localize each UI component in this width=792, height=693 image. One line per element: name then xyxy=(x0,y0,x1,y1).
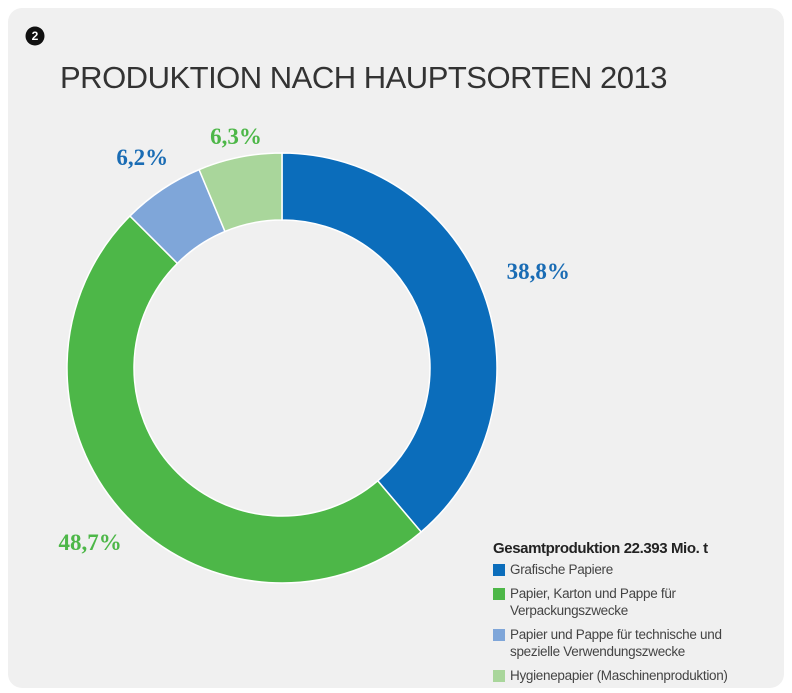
data-label: 6,3% xyxy=(210,124,262,149)
legend-item: Hygienepapier (Maschinenproduktion) xyxy=(493,667,755,684)
legend-swatch xyxy=(493,629,505,641)
legend-swatch xyxy=(493,670,505,682)
legend-label: Papier, Karton und Pappe für Verpackungs… xyxy=(510,586,676,618)
donut-segment xyxy=(198,152,283,233)
data-label: 6,2% xyxy=(116,145,168,170)
chart-title: PRODUKTION NACH HAUPTSORTEN 2013 xyxy=(60,60,667,95)
legend-swatch xyxy=(493,588,505,600)
legend: Gesamtproduktion 22.393 Mio. t Grafische… xyxy=(493,540,763,691)
donut-segment xyxy=(66,214,423,584)
legend-label: Hygienepapier (Maschinenproduktion) xyxy=(510,668,728,683)
legend-item: Papier und Pappe für technische und spez… xyxy=(493,626,755,660)
legend-label: Papier und Pappe für technische und spez… xyxy=(510,627,722,659)
legend-item: Papier, Karton und Pappe für Verpackungs… xyxy=(493,585,755,619)
data-label: 48,7% xyxy=(58,530,121,555)
legend-item: Grafische Papiere xyxy=(493,561,755,578)
data-label: 38,8% xyxy=(507,259,570,284)
legend-title: Gesamtproduktion 22.393 Mio. t xyxy=(493,540,708,557)
badge: 2 xyxy=(32,29,39,43)
legend-label: Grafische Papiere xyxy=(510,562,613,577)
donut-segment xyxy=(281,152,498,533)
legend-swatch xyxy=(493,564,505,576)
badge-circle xyxy=(25,26,45,46)
